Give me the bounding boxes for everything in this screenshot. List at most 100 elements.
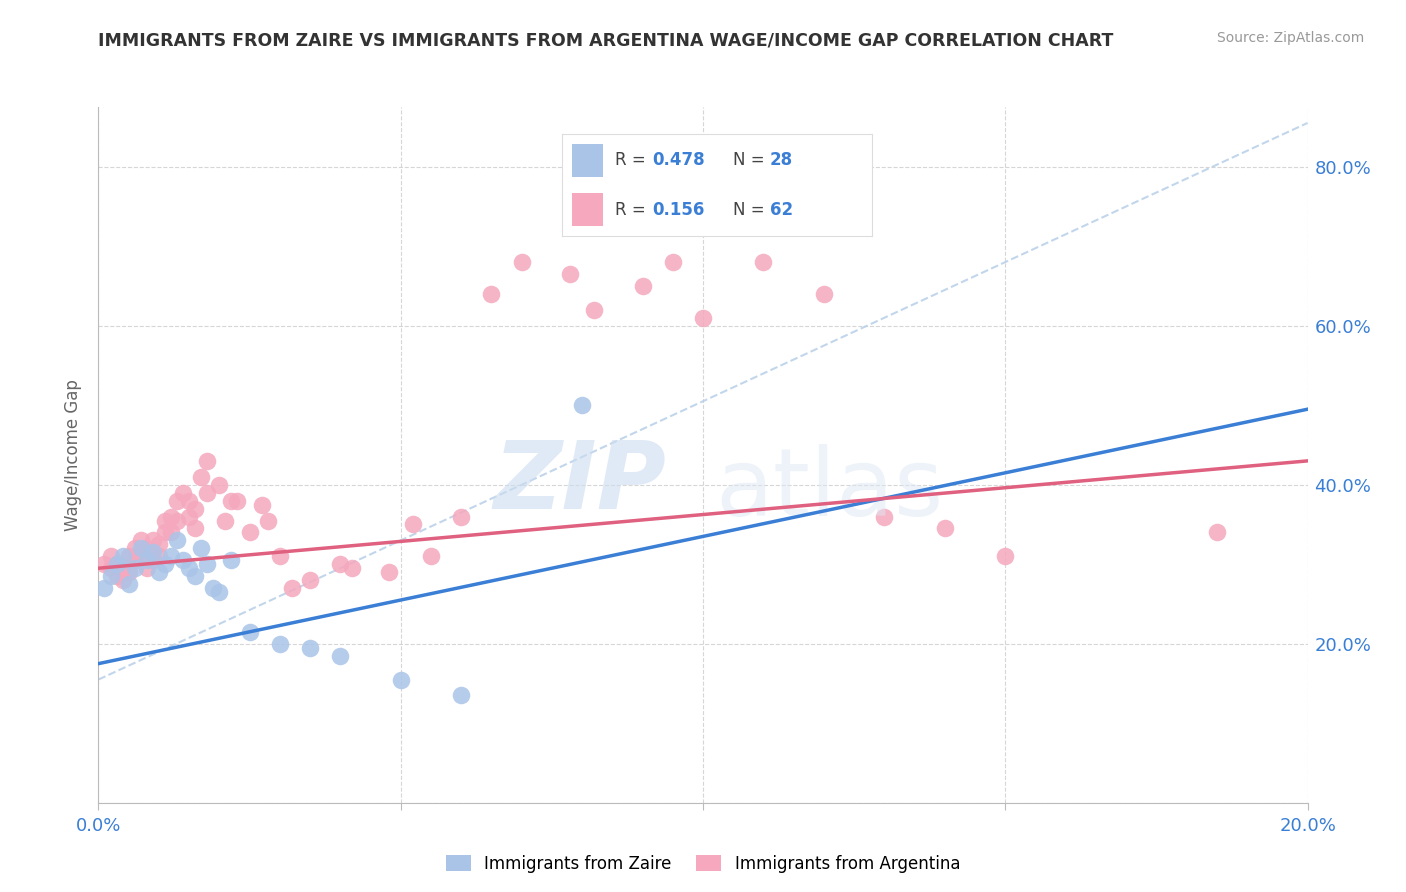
Point: [129, 533, 152, 548]
Point: [111, 549, 134, 564]
Point: [118, 549, 141, 564]
Point: [184, 569, 207, 583]
Point: [221, 493, 243, 508]
Point: [571, 398, 593, 412]
Point: [148, 565, 170, 579]
Point: [118, 577, 141, 591]
Point: [142, 545, 165, 559]
Point: [813, 286, 835, 301]
Text: 0.156: 0.156: [652, 201, 704, 219]
Point: [631, 279, 654, 293]
Point: [153, 514, 176, 528]
Text: 0.478: 0.478: [652, 152, 704, 169]
Point: [329, 558, 352, 572]
Point: [118, 565, 141, 579]
Text: N =: N =: [733, 152, 769, 169]
Point: [195, 454, 218, 468]
Point: [873, 509, 896, 524]
Text: IMMIGRANTS FROM ZAIRE VS IMMIGRANTS FROM ARGENTINA WAGE/INCOME GAP CORRELATION C: IMMIGRANTS FROM ZAIRE VS IMMIGRANTS FROM…: [98, 31, 1114, 49]
Point: [166, 533, 188, 548]
Point: [153, 525, 176, 540]
Point: [208, 477, 231, 491]
Point: [105, 558, 128, 572]
Point: [662, 255, 685, 269]
Point: [184, 521, 207, 535]
Point: [342, 561, 364, 575]
Point: [179, 493, 201, 508]
Point: [269, 549, 291, 564]
Point: [450, 689, 472, 703]
Point: [558, 267, 581, 281]
Point: [226, 493, 249, 508]
Point: [100, 569, 122, 583]
Point: [100, 549, 122, 564]
Point: [148, 537, 170, 551]
Point: [221, 553, 243, 567]
Point: [377, 565, 399, 579]
Text: atlas: atlas: [716, 443, 943, 536]
Point: [481, 286, 503, 301]
Point: [256, 514, 278, 528]
Point: [402, 517, 425, 532]
Text: Source: ZipAtlas.com: Source: ZipAtlas.com: [1216, 31, 1364, 45]
Bar: [572, 194, 603, 226]
Point: [124, 541, 146, 556]
Point: [510, 255, 533, 269]
Text: R =: R =: [614, 152, 651, 169]
Point: [239, 525, 262, 540]
Text: N =: N =: [733, 201, 769, 219]
Point: [148, 549, 170, 564]
Point: [190, 470, 212, 484]
Text: 28: 28: [769, 152, 793, 169]
Point: [329, 648, 352, 663]
Point: [1206, 525, 1229, 540]
Point: [135, 553, 157, 567]
Point: [93, 581, 115, 595]
Legend: Immigrants from Zaire, Immigrants from Argentina: Immigrants from Zaire, Immigrants from A…: [439, 848, 967, 880]
Point: [202, 581, 225, 595]
Point: [994, 549, 1017, 564]
Point: [583, 302, 606, 317]
Point: [269, 637, 291, 651]
Point: [299, 640, 322, 655]
Point: [111, 573, 134, 587]
Point: [135, 541, 157, 556]
Text: 62: 62: [769, 201, 793, 219]
Point: [179, 561, 201, 575]
Point: [450, 509, 472, 524]
Point: [124, 553, 146, 567]
Bar: [572, 144, 603, 177]
Point: [111, 561, 134, 575]
Point: [93, 558, 115, 572]
Point: [160, 549, 183, 564]
Point: [142, 553, 165, 567]
Point: [166, 514, 188, 528]
Point: [160, 509, 183, 524]
Point: [124, 561, 146, 575]
Point: [195, 485, 218, 500]
Point: [160, 525, 183, 540]
Point: [752, 255, 775, 269]
Point: [166, 493, 188, 508]
Point: [153, 558, 176, 572]
Point: [420, 549, 443, 564]
Point: [214, 514, 236, 528]
Point: [100, 561, 122, 575]
Y-axis label: Wage/Income Gap: Wage/Income Gap: [65, 379, 83, 531]
Point: [208, 585, 231, 599]
Point: [129, 541, 152, 556]
Point: [195, 558, 218, 572]
Point: [129, 545, 152, 559]
Point: [184, 501, 207, 516]
Point: [179, 509, 201, 524]
Point: [135, 561, 157, 575]
Point: [142, 533, 165, 548]
Point: [172, 485, 194, 500]
Point: [190, 541, 212, 556]
Point: [389, 673, 412, 687]
Point: [934, 521, 956, 535]
Text: R =: R =: [614, 201, 651, 219]
Point: [692, 310, 714, 325]
Point: [239, 624, 262, 639]
Point: [105, 569, 128, 583]
